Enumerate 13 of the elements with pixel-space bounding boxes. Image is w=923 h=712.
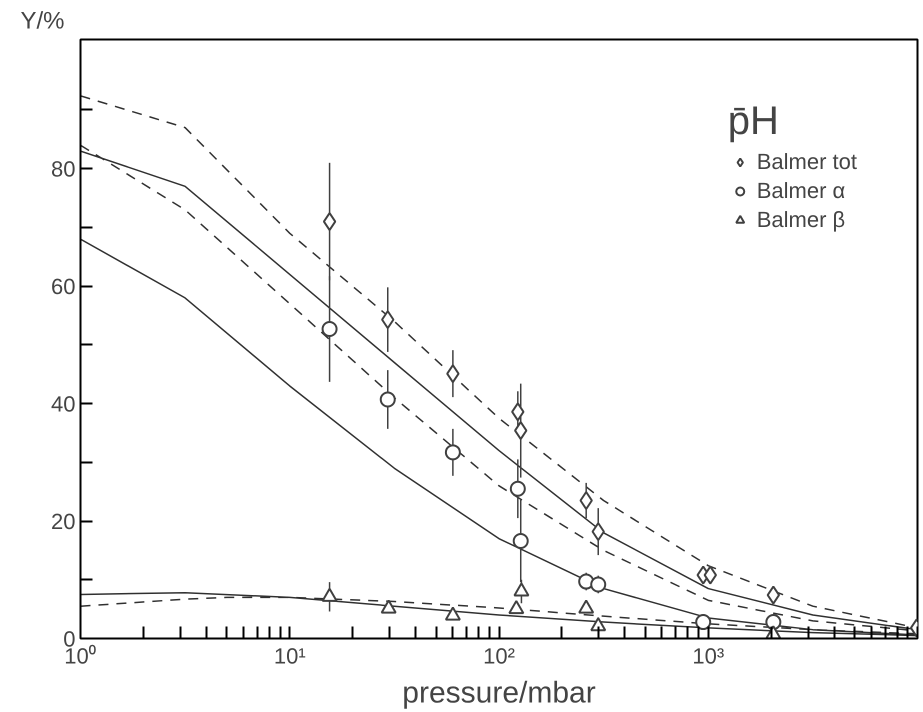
y-tick-label: 40 [51, 392, 76, 417]
x-tick-label: 10³ [692, 644, 724, 668]
legend-label: Balmer α [756, 178, 846, 204]
legend-label: Balmer β [756, 207, 846, 233]
x-axis-title: pressure/mbar [402, 676, 596, 710]
x-tick-label: 10² [483, 644, 515, 668]
x-tick-label: 10¹ [274, 644, 306, 668]
y-tick-label: 20 [51, 509, 76, 534]
legend-title: p̄H [728, 99, 780, 144]
legend-label: Balmer tot [756, 149, 857, 175]
y-axis-title: Y/% [20, 8, 65, 34]
y-tick-label: 80 [51, 156, 76, 182]
y-tick-label: 60 [51, 274, 76, 300]
